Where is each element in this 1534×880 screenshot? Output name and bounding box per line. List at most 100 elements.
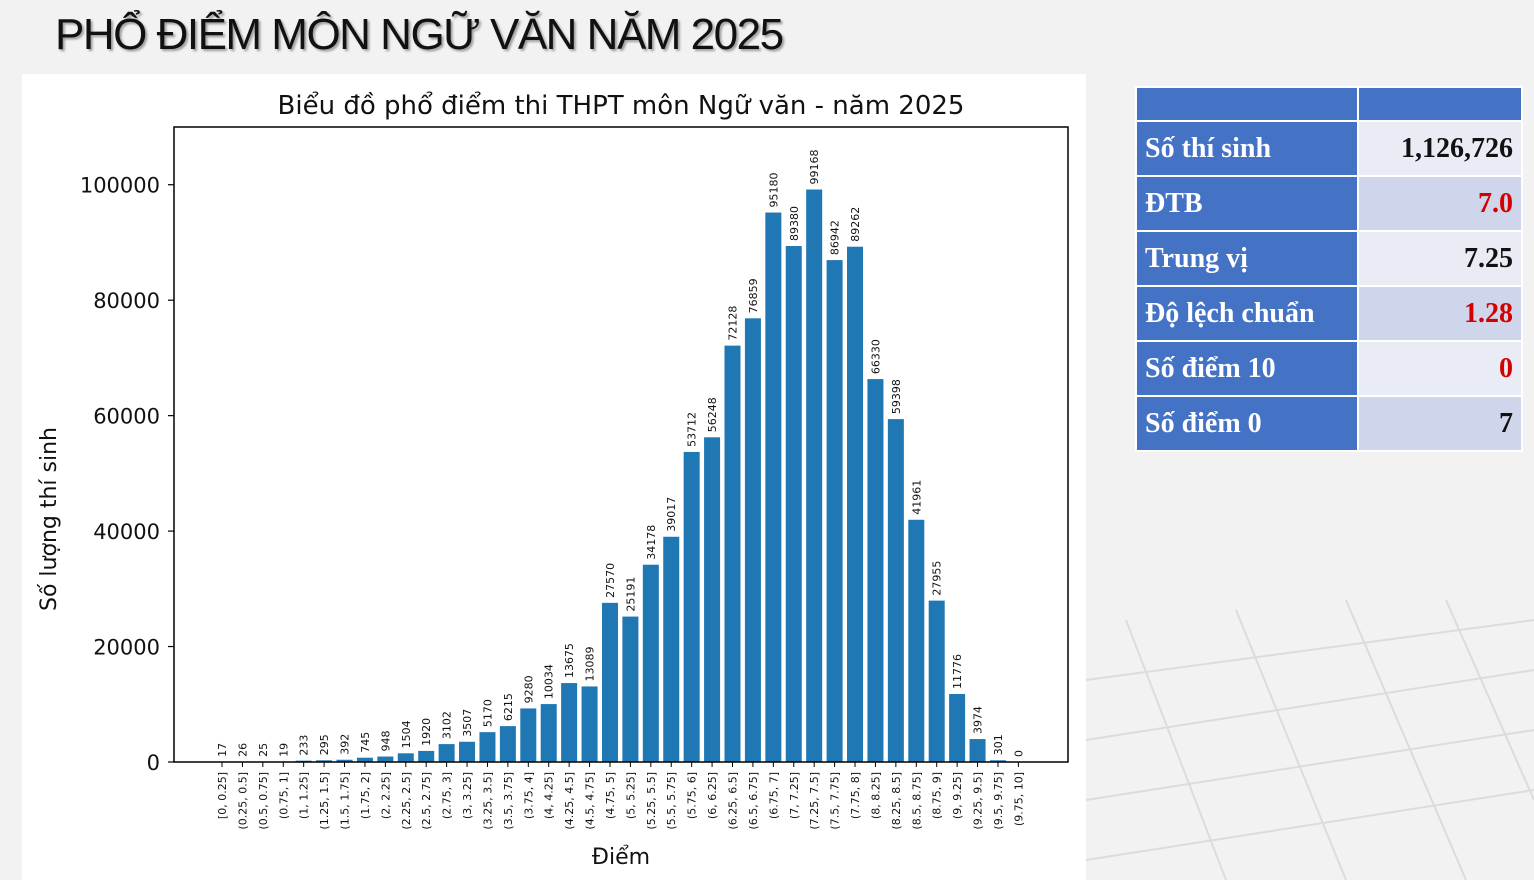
- bar-value-label: 39017: [665, 497, 678, 532]
- x-tick-label: (2.5, 2.75]: [420, 772, 433, 830]
- bar-value-label: 0: [1012, 750, 1025, 757]
- bar-value-label: 34178: [645, 525, 658, 560]
- stats-value: 1,126,726: [1357, 120, 1523, 177]
- bar: [438, 744, 455, 762]
- bar-value-label: 745: [359, 732, 372, 753]
- bar-value-label: 25: [257, 743, 270, 757]
- y-tick-label: 80000: [93, 289, 160, 313]
- bar-value-label: 3507: [461, 709, 474, 737]
- x-tick-label: (7.25, 7.5]: [808, 772, 821, 830]
- bar: [989, 760, 1006, 762]
- x-tick-label: (0.75, 1]: [277, 772, 290, 819]
- bar: [928, 600, 945, 762]
- bar-value-label: 56248: [706, 397, 719, 432]
- x-tick-label: [0, 0.25]: [216, 772, 229, 819]
- bar-value-label: 1920: [420, 718, 433, 746]
- bar: [540, 704, 557, 762]
- bar: [336, 759, 353, 762]
- bar: [785, 246, 802, 762]
- stats-row: Số thí sinh 1,126,726: [1135, 120, 1523, 177]
- bar-value-label: 233: [298, 735, 311, 756]
- x-axis-label: Điểm: [592, 845, 650, 870]
- stats-label: ĐTB: [1135, 175, 1359, 232]
- histogram-chart: Biểu đồ phổ điểm thi THPT môn Ngữ văn - …: [37, 90, 1069, 870]
- bar: [601, 602, 618, 762]
- stats-value: 1.28: [1357, 285, 1523, 342]
- stats-header-cell: [1357, 86, 1523, 122]
- x-tick-label: (1.5, 1.75]: [339, 772, 352, 830]
- x-tick-label: (4.25, 4.5]: [563, 772, 576, 830]
- bar-value-label: 5170: [481, 699, 494, 727]
- x-tick-label: (6.5, 6.75]: [747, 772, 760, 830]
- bar: [683, 451, 700, 762]
- stats-label: Số điểm 10: [1135, 340, 1359, 397]
- x-tick-label: (3.5, 3.75]: [502, 772, 515, 830]
- x-tick-label: (8.5, 8.75]: [910, 772, 923, 830]
- x-tick-label: (5, 5.25]: [624, 772, 637, 819]
- x-tick-label: (2.25, 2.5]: [400, 772, 413, 830]
- bar-value-label: 9280: [522, 675, 535, 703]
- y-tick-label: 60000: [93, 405, 160, 429]
- bar-value-label: 13675: [563, 643, 576, 678]
- bar: [806, 189, 823, 763]
- bar: [418, 750, 435, 762]
- stats-value: 7.0: [1357, 175, 1523, 232]
- bar-value-label: 6215: [502, 693, 515, 721]
- bar-value-label: 3102: [441, 711, 454, 739]
- y-tick-label: 0: [147, 751, 160, 775]
- bar-value-label: 72128: [727, 306, 740, 341]
- bar: [826, 260, 843, 762]
- bar-value-label: 86942: [829, 220, 842, 255]
- bar: [316, 760, 333, 762]
- x-tick-label: (6.25, 6.5]: [727, 772, 740, 830]
- x-tick-label: (7, 7.25]: [788, 772, 801, 819]
- bar: [949, 694, 966, 762]
- x-tick-label: (5.25, 5.5]: [645, 772, 658, 830]
- bar: [377, 756, 394, 762]
- bar-value-label: 53712: [686, 412, 699, 447]
- chart-title: Biểu đồ phổ điểm thi THPT môn Ngữ văn - …: [278, 90, 965, 121]
- bar: [642, 564, 659, 762]
- bar: [704, 437, 721, 762]
- stats-header-row: [1135, 86, 1523, 122]
- stats-header-cell: [1135, 86, 1359, 122]
- bar: [867, 379, 884, 762]
- y-tick-label: 100000: [80, 174, 160, 198]
- x-tick-label: (8, 8.25]: [869, 772, 882, 819]
- x-tick-label: (1.75, 2]: [359, 772, 372, 819]
- stats-label: Số thí sinh: [1135, 120, 1359, 177]
- bar-value-label: 17: [216, 743, 229, 757]
- stats-row: ĐTB 7.0: [1135, 175, 1523, 232]
- bar-value-label: 11776: [951, 654, 964, 689]
- page-title: PHỔ ĐIỂM MÔN NGỮ VĂN NĂM 2025: [55, 10, 784, 59]
- x-tick-label: (4.5, 4.75]: [584, 772, 597, 830]
- bar-value-label: 301: [992, 734, 1005, 755]
- x-tick-label: (3.25, 3.5]: [481, 772, 494, 830]
- stats-table: Số thí sinh 1,126,726 ĐTB 7.0 Trung vị 7.25 Độ…: [1135, 86, 1523, 452]
- y-tick-label: 40000: [93, 520, 160, 544]
- bar: [561, 683, 578, 762]
- bar: [622, 616, 639, 762]
- bar-value-label: 392: [339, 734, 352, 755]
- stats-label: Số điểm 0: [1135, 395, 1359, 452]
- y-tick-label: 20000: [93, 636, 160, 660]
- x-tick-label: (1, 1.25]: [298, 772, 311, 819]
- x-tick-label: (8.75, 9]: [931, 772, 944, 819]
- background-grid-decoration: [1086, 600, 1534, 880]
- x-tick-label: (1.25, 1.5]: [318, 772, 331, 830]
- bar-value-label: 89262: [849, 207, 862, 242]
- bar: [520, 708, 537, 762]
- x-tick-label: (6, 6.25]: [706, 772, 719, 819]
- bar-value-label: 13089: [584, 646, 597, 681]
- bar: [581, 686, 598, 762]
- bar-value-label: 89380: [788, 206, 801, 241]
- bar-value-label: 27955: [931, 561, 944, 596]
- stats-row: Trung vị 7.25: [1135, 230, 1523, 287]
- bar-value-label: 95180: [767, 173, 780, 208]
- bar-value-label: 295: [318, 734, 331, 755]
- bar: [908, 519, 925, 762]
- x-tick-label: (3, 3.25]: [461, 772, 474, 819]
- bar-value-label: 66330: [869, 339, 882, 374]
- x-tick-label: (9.25, 9.5]: [972, 772, 985, 830]
